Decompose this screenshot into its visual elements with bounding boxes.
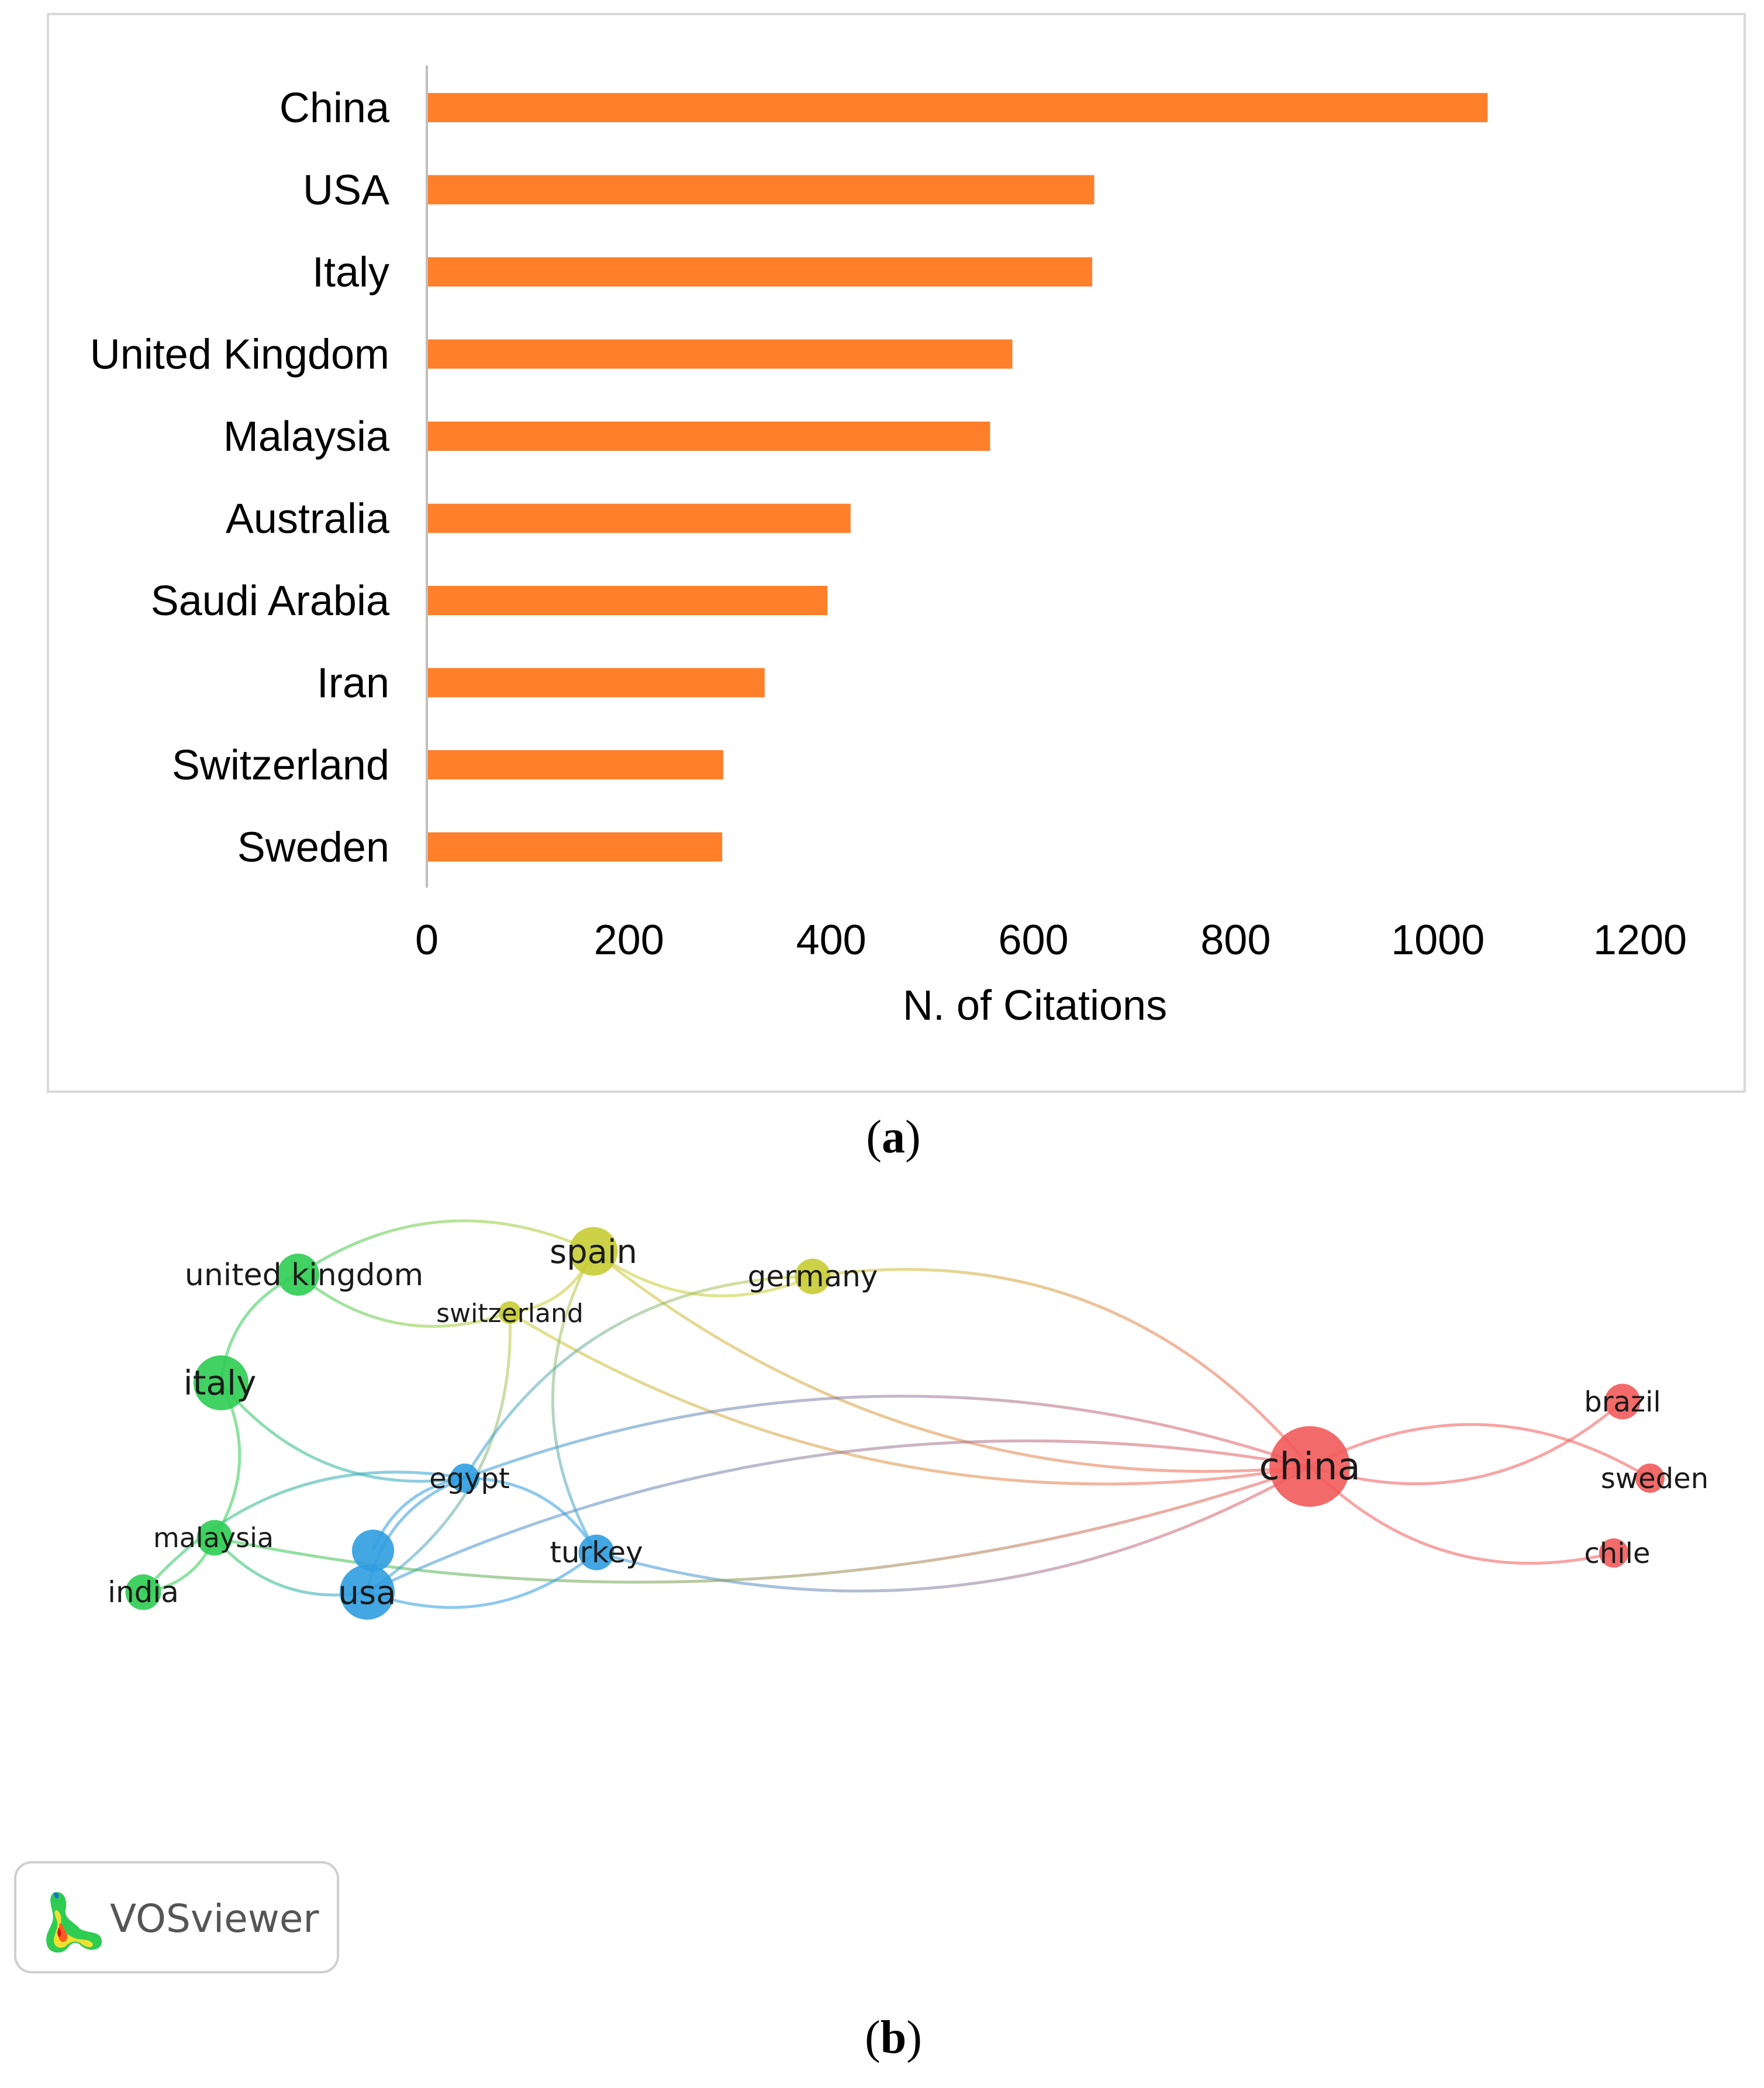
x-axis-title: N. of Citations [903,982,1167,1029]
x-tick-label: 400 [796,917,867,964]
x-tick-label: 200 [594,917,664,964]
vosviewer-logo-icon [46,1892,102,1953]
node-label-united-kingdom: united kingdom [185,1258,423,1293]
node-label-china: china [1259,1445,1360,1489]
category-label: Saudi Arabia [151,578,390,624]
node-malaysia[interactable] [196,1520,233,1556]
bar-chart: China USA Italy United Kingdom Malaysia Austr… [90,65,1687,1029]
node-spain[interactable] [569,1227,618,1276]
edge-china-usa [366,1439,1310,1594]
x-tick-label: 0 [415,917,439,964]
node-india[interactable] [125,1574,161,1610]
node-label-india: india [108,1575,179,1609]
x-tick-label: 800 [1200,917,1271,964]
node-label-usa: usa [339,1574,396,1612]
vosviewer-logo-text: VOSviewer [110,1896,319,1941]
edge-china-switzerland [509,1311,1310,1486]
bar-switzerland [428,750,723,779]
bar-malaysia [428,422,990,451]
bar-chart-frame [47,13,1746,1093]
edge-germany-egypt [463,1275,813,1479]
bar-china [428,93,1488,122]
node-label-italy: italy [184,1363,257,1403]
bar-australia [428,503,851,533]
node-label-brazil: brazil [1584,1386,1661,1419]
edge-spain-turkey [551,1250,598,1554]
node-label-chile: chile [1584,1537,1650,1570]
network-nodes: china brazil sweden chile united kingdom ital… [108,1227,1708,1620]
node-label-turkey: turkey [550,1535,643,1569]
node-china[interactable] [1269,1426,1350,1507]
edge-china-spain [592,1250,1310,1473]
category-label: Switzerland [172,742,389,789]
panel-label-b: (b) [865,2012,922,2063]
edge-united-kingdom-switzerland [297,1273,510,1328]
node-egypt[interactable] [450,1464,479,1493]
x-tick-label: 1200 [1593,917,1687,964]
panel-label-a: (a) [866,1112,921,1163]
node-germany[interactable] [795,1258,831,1295]
node-brazil[interactable] [1604,1383,1641,1420]
edge-china-brazil [1309,1400,1624,1486]
edge-china-germany [812,1268,1311,1468]
category-label: Iran [317,660,389,707]
bar-italy [428,257,1093,287]
node-label-germany: germany [748,1259,878,1293]
category-label: Malaysia [223,413,390,460]
x-tick-label: 1000 [1391,917,1485,964]
x-tick-label: 600 [998,917,1068,964]
bar-sweden [428,832,723,862]
edge-spain-germany [592,1250,813,1297]
edge-usa-turkey [367,1551,598,1609]
bar-saudi-arabia [428,586,828,615]
category-label: Sweden [237,824,389,871]
node-united-kingdom[interactable] [277,1254,319,1296]
edge-egypt-turkey [464,1476,598,1554]
node-label-malaysia: malaysia [153,1522,274,1554]
edge-china-egypt [464,1395,1310,1480]
node-turkey[interactable] [578,1534,615,1571]
bar-united-kingdom [428,339,1013,369]
edge-united-kingdom-spain [297,1219,595,1276]
node-label-egypt: egypt [429,1462,510,1495]
node-usa[interactable] [340,1565,395,1620]
edge-china-sweden [1309,1423,1651,1480]
node-sweden[interactable] [1635,1464,1665,1493]
node-italy[interactable] [194,1355,248,1410]
node-unlabeled[interactable] [352,1530,394,1572]
bar-iran [428,668,765,698]
edge-india-egypt [142,1471,465,1593]
category-label: Australia [226,496,390,543]
edge-china-turkey [596,1465,1311,1593]
node-switzerland[interactable] [498,1301,522,1324]
node-label-sweden: sweden [1601,1462,1708,1495]
network-edges [142,1219,1651,1609]
category-label: United Kingdom [90,332,389,378]
node-label-switzerland: switzerland [436,1299,584,1328]
category-label: Italy [312,249,389,296]
category-label: USA [303,167,389,214]
bar-usa [428,175,1095,205]
category-label: China [279,85,390,132]
node-chile[interactable] [1599,1538,1628,1568]
node-label-spain: spain [550,1233,637,1271]
edge-italy-egypt [220,1382,465,1483]
edge-china-chile [1309,1465,1614,1565]
vosviewer-logo: VOSviewer [14,1861,339,1973]
